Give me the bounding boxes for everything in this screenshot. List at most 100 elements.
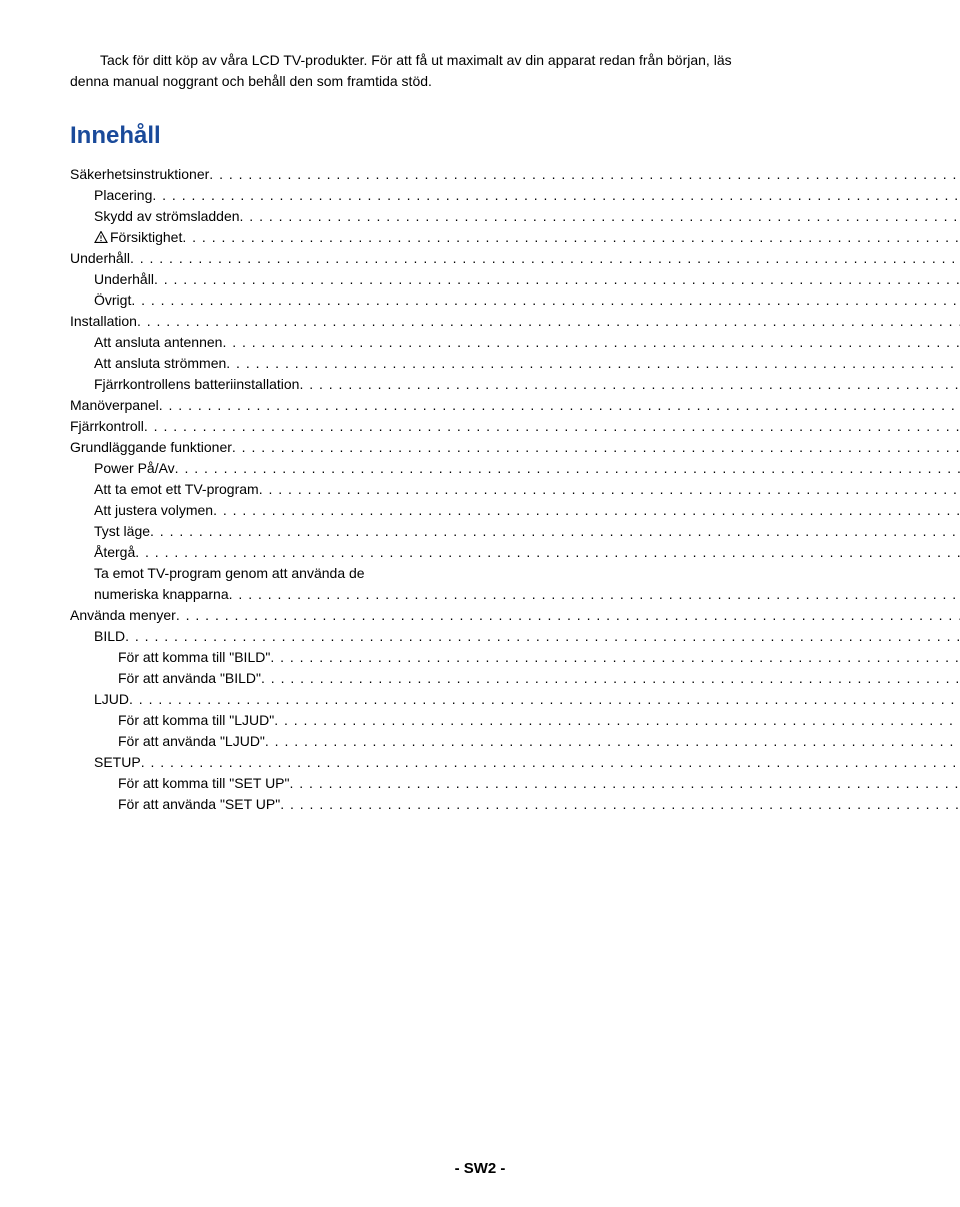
toc-entry: Fjärrkontroll SW7	[70, 416, 960, 437]
toc-label: Grundläggande funktioner	[70, 437, 232, 458]
toc-label: Fjärrkontroll	[70, 416, 144, 437]
toc-entry: Fjärrkontrollens batteriinstallation SW5	[70, 374, 960, 395]
toc-label: Säkerhetsinstruktioner	[70, 164, 209, 185]
toc-label: Övrigt	[94, 290, 131, 311]
toc-label: Att justera volymen	[94, 500, 213, 521]
toc-label: Försiktighet	[94, 227, 182, 248]
toc-label: Fjärrkontrollens batteriinstallation	[94, 374, 299, 395]
toc-dots	[299, 374, 960, 395]
toc-label: Skydd av strömsladden	[94, 206, 240, 227]
toc-dots	[150, 521, 960, 542]
warning-icon	[94, 231, 108, 243]
toc-label: Ta emot TV-program genom att använda de	[94, 563, 960, 584]
toc-dots	[135, 542, 960, 563]
toc-dots	[154, 269, 960, 290]
toc-entry: numeriska knapparna SW8	[94, 584, 960, 605]
toc-label: För att använda "BILD"	[118, 668, 261, 689]
toc-dots	[232, 437, 960, 458]
toc-dots	[270, 647, 960, 668]
toc-dots	[130, 248, 960, 269]
toc-dots	[240, 206, 960, 227]
toc-entry: Att justera volymen SW8	[70, 500, 960, 521]
toc-entry: Placering SW3	[70, 185, 960, 206]
toc-entry: För att använda "LJUD" SW10	[70, 731, 960, 752]
toc-label: Att ansluta strömmen	[94, 353, 226, 374]
toc-entry: För att komma till "SET UP" SW11	[70, 773, 960, 794]
toc-label: Power På/Av	[94, 458, 175, 479]
toc-entry: Försiktighet SW3	[70, 227, 960, 248]
toc-label: LJUD	[94, 689, 129, 710]
toc-label: SETUP	[94, 752, 141, 773]
toc-entry: Återgå SW8	[70, 542, 960, 563]
toc-entry: Installation SW5	[70, 311, 960, 332]
toc-entry: För att komma till "LJUD" SW10	[70, 710, 960, 731]
toc-dots	[261, 668, 960, 689]
toc-entry: LJUD SW10	[70, 689, 960, 710]
toc-dots	[274, 710, 960, 731]
toc-entry: För att använda "SET UP" SW11	[70, 794, 960, 815]
toc-entry: Att ansluta strömmen SW5	[70, 353, 960, 374]
toc-dots	[125, 626, 960, 647]
toc-dots	[226, 353, 960, 374]
toc-dots	[131, 290, 960, 311]
toc-label: Installation	[70, 311, 137, 332]
toc-entry: Underhåll SW4	[70, 269, 960, 290]
toc-label: Att ta emot ett TV-program	[94, 479, 259, 500]
toc-dots	[222, 332, 960, 353]
toc-entry: För att använda "BILD" SW9	[70, 668, 960, 689]
toc-label: För att komma till "LJUD"	[118, 710, 274, 731]
toc-label: För att använda "LJUD"	[118, 731, 265, 752]
toc-label: Tyst läge	[94, 521, 150, 542]
toc-label: BILD	[94, 626, 125, 647]
toc-dots	[176, 605, 960, 626]
toc-entry: SETUP SW11	[70, 752, 960, 773]
toc-label: Underhåll	[70, 248, 130, 269]
toc-dots	[137, 311, 960, 332]
intro-paragraph: Tack för ditt köp av våra LCD TV-produkt…	[70, 50, 890, 92]
page-title: Innehåll	[70, 122, 890, 150]
toc-entry: Säkerhetsinstruktioner SW3	[70, 164, 960, 185]
toc-dots	[129, 689, 960, 710]
intro-line1: Tack för ditt köp av våra LCD TV-produkt…	[70, 50, 890, 71]
toc-dots	[209, 164, 960, 185]
toc-left-column: Säkerhetsinstruktioner SW3Placering SW3S…	[70, 164, 960, 815]
toc-dots	[152, 185, 960, 206]
toc-entry: Grundläggande funktioner SW8	[70, 437, 960, 458]
toc-entry: Power På/Av SW8	[70, 458, 960, 479]
toc-entry: Tyst läge SW8	[70, 521, 960, 542]
toc-entry-wrapped: Ta emot TV-program genom att använda den…	[70, 563, 960, 605]
toc-dots	[280, 794, 960, 815]
toc-label: Placering	[94, 185, 152, 206]
toc-dots	[182, 227, 960, 248]
toc-entry: Manöverpanel SW6	[70, 395, 960, 416]
toc-label: Återgå	[94, 542, 135, 563]
toc-label: För att komma till "BILD"	[118, 647, 270, 668]
toc-entry: För att komma till "BILD" SW9	[70, 647, 960, 668]
toc-entry: Att ansluta antennen SW5	[70, 332, 960, 353]
toc-dots	[259, 479, 960, 500]
toc-label: Att ansluta antennen	[94, 332, 222, 353]
toc-label: För att komma till "SET UP"	[118, 773, 290, 794]
toc-entry: BILD SW9	[70, 626, 960, 647]
toc-columns: Säkerhetsinstruktioner SW3Placering SW3S…	[70, 164, 890, 815]
toc-dots	[229, 584, 960, 605]
toc-label: Använda menyer	[70, 605, 176, 626]
intro-line2: denna manual noggrant och behåll den som…	[70, 71, 890, 92]
toc-dots	[175, 458, 960, 479]
toc-entry: Underhåll SW4	[70, 248, 960, 269]
toc-dots	[213, 500, 960, 521]
toc-entry: Skydd av strömsladden SW3	[70, 206, 960, 227]
toc-entry: Att ta emot ett TV-program SW8	[70, 479, 960, 500]
toc-entry: Använda menyer SW9	[70, 605, 960, 626]
toc-label: Underhåll	[94, 269, 154, 290]
toc-dots	[265, 731, 960, 752]
toc-dots	[159, 395, 960, 416]
toc-label: För att använda "SET UP"	[118, 794, 280, 815]
toc-dots	[290, 773, 960, 794]
toc-label: numeriska knapparna	[94, 584, 229, 605]
page-footer: - SW2 -	[0, 1160, 960, 1177]
toc-dots	[141, 752, 960, 773]
toc-entry: Övrigt SW4	[70, 290, 960, 311]
toc-label: Manöverpanel	[70, 395, 159, 416]
toc-dots	[144, 416, 960, 437]
